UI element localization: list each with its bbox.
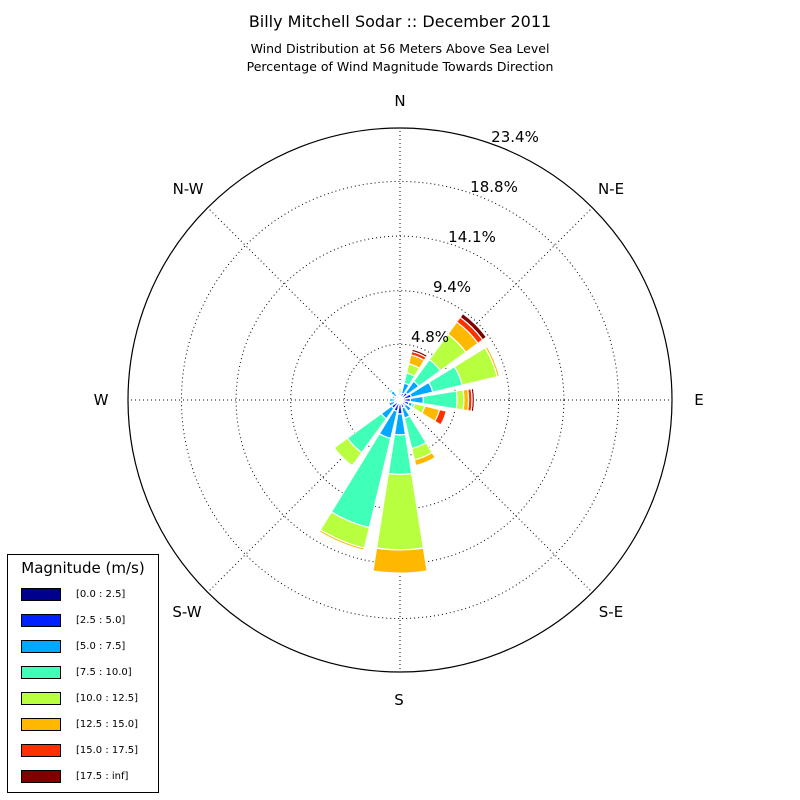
- wind-wedge-segment: [391, 394, 396, 400]
- legend-item: [2.5 : 5.0]: [21, 614, 151, 628]
- legend-swatch: [21, 640, 61, 653]
- legend-item: [5.0 : 7.5]: [21, 640, 151, 654]
- legend-label: [7.5 : 10.0]: [76, 667, 132, 678]
- direction-label: S: [394, 691, 404, 709]
- direction-label: S-W: [172, 603, 201, 621]
- wind-wedge-segment: [397, 385, 403, 389]
- legend-swatch: [21, 692, 61, 705]
- grid-spoke: [399, 399, 593, 593]
- legend-title: Magnitude (m/s): [21, 559, 145, 577]
- legend-swatch: [21, 744, 61, 757]
- legend-label: [10.0 : 12.5]: [76, 693, 139, 704]
- chart-subtitle-line-2: Percentage of Wind Magnitude Towards Dir…: [246, 59, 554, 74]
- radial-tick-label: 4.8%: [411, 328, 449, 346]
- legend-item: [7.5 : 10.0]: [21, 666, 151, 680]
- wind-wedge-segment: [396, 393, 400, 397]
- legend-swatch: [21, 614, 61, 627]
- grid-circle: [180, 180, 620, 620]
- wind-wedge-segment: [332, 446, 354, 468]
- chart-title: Billy Mitchell Sodar :: December 2011: [248, 12, 552, 31]
- wind-wedge-segment: [470, 387, 475, 413]
- wind-wedge-segment: [372, 570, 428, 575]
- wind-wedge-segment: [387, 433, 413, 475]
- wind-wedge-segment: [372, 547, 428, 574]
- legend-label: [0.0 : 2.5]: [76, 589, 126, 600]
- direction-label: S-E: [599, 603, 623, 621]
- wind-wedge-segment: [387, 400, 396, 407]
- legend-label: [5.0 : 7.5]: [76, 641, 126, 652]
- wind-wedge-segment: [459, 312, 488, 341]
- direction-label: N-E: [598, 180, 624, 198]
- legend-item: [17.5 : inf]: [21, 770, 151, 784]
- radial-tick-label: 9.4%: [433, 278, 471, 296]
- legend-label: [12.5 : 15.0]: [76, 719, 139, 730]
- wind-wedge-segment: [317, 530, 365, 553]
- direction-label: N-W: [173, 180, 204, 198]
- legend-item: [0.0 : 2.5]: [21, 588, 151, 602]
- legend-swatch: [21, 770, 61, 783]
- wind-wedge-segment: [387, 387, 395, 395]
- grid-circle: [235, 235, 565, 565]
- radial-tick-label: 18.8%: [470, 178, 518, 196]
- outer-circle: [127, 127, 673, 673]
- grid-spoke: [207, 399, 401, 593]
- wind-wedge-segment: [408, 408, 415, 415]
- wind-wedge-segment: [433, 408, 448, 426]
- radial-tick-label: 14.1%: [448, 228, 496, 246]
- wind-wedge-segment: [387, 397, 391, 403]
- radial-tick-label: 23.4%: [491, 128, 539, 146]
- wind-wedge-segment: [410, 348, 429, 359]
- legend-item: [12.5 : 15.0]: [21, 718, 151, 732]
- direction-label: E: [694, 391, 703, 409]
- legend-label: [2.5 : 5.0]: [76, 615, 126, 626]
- legend: Magnitude (m/s) [0.0 : 2.5] [2.5 : 5.0] [5…: [7, 554, 159, 793]
- legend-item: [15.0 : 17.5]: [21, 744, 151, 758]
- legend-swatch: [21, 718, 61, 731]
- wind-wedge-segment: [403, 415, 427, 450]
- wind-wedge-segment: [455, 389, 465, 411]
- legend-swatch: [21, 666, 61, 679]
- wind-wedge-segment: [375, 472, 425, 551]
- direction-label: W: [94, 391, 109, 409]
- legend-item: [10.0 : 12.5]: [21, 692, 151, 706]
- direction-label: N: [394, 92, 405, 110]
- grid-spoke: [207, 207, 401, 401]
- legend-label: [17.5 : inf]: [76, 771, 129, 782]
- chart-subtitle-line-1: Wind Distribution at 56 Meters Above Sea…: [250, 41, 550, 56]
- legend-swatch: [21, 588, 61, 601]
- wind-wedge-segment: [486, 345, 502, 377]
- wind-wedge-segment: [413, 451, 437, 467]
- grid-circle: [290, 290, 510, 510]
- grid-spoke: [399, 207, 593, 401]
- legend-label: [15.0 : 17.5]: [76, 745, 139, 756]
